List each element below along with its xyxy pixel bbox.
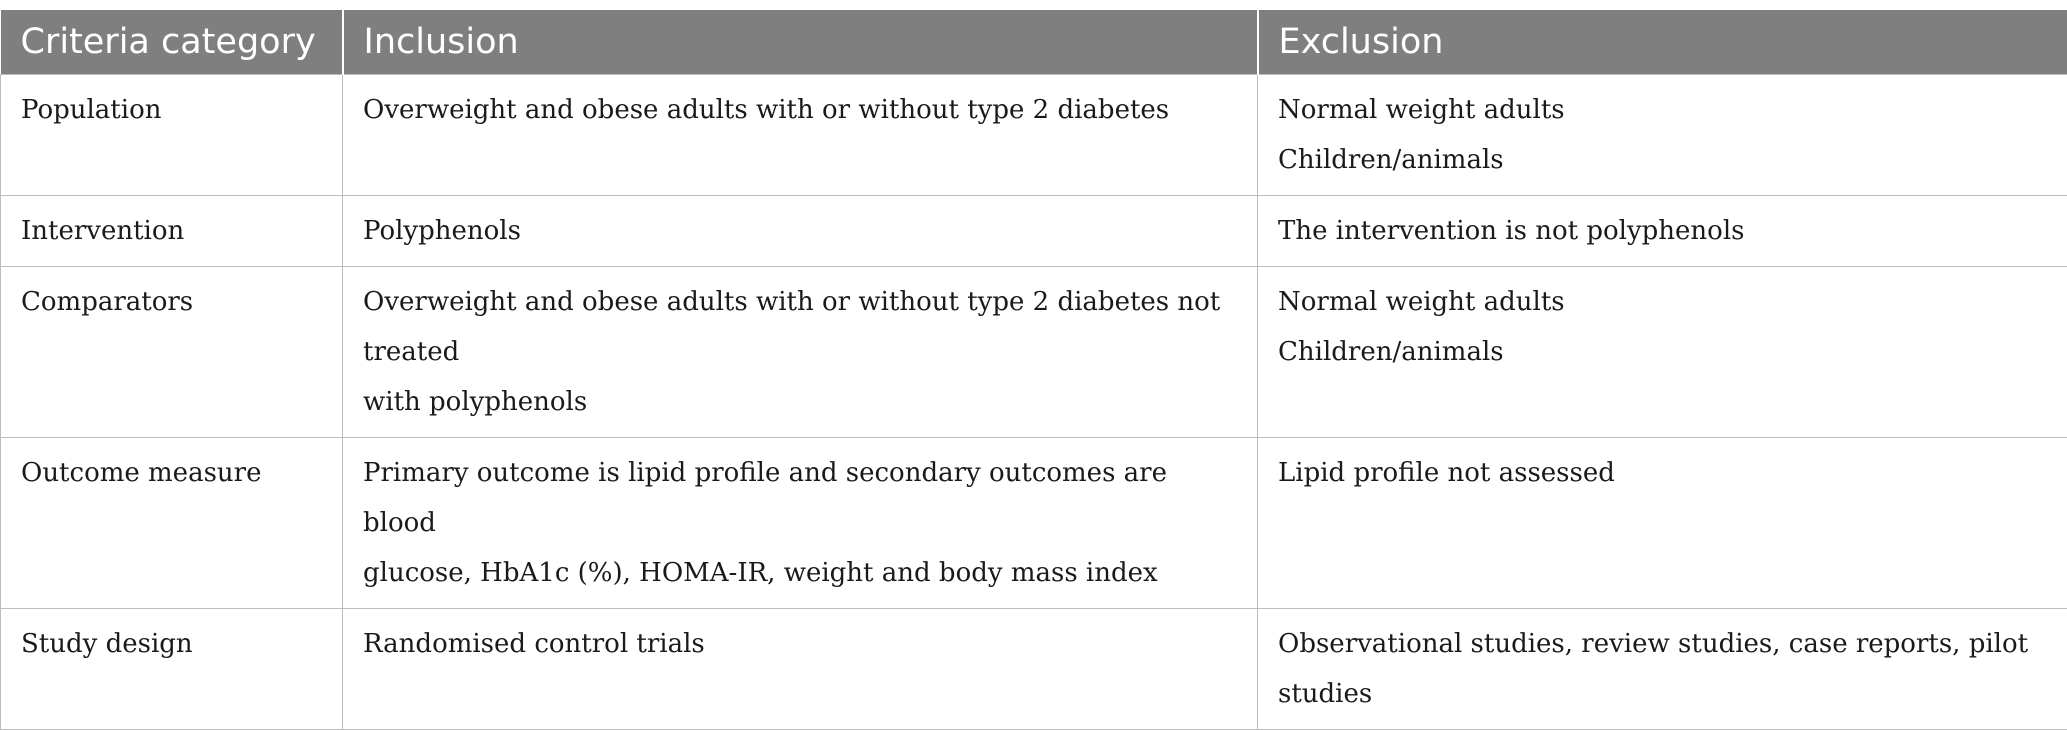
exclusion-text: Children/animals: [1278, 327, 2047, 377]
inclusion-cell: Overweight and obese adults with or with…: [343, 267, 1258, 438]
table-header: Criteria category Inclusion Exclusion: [1, 10, 2067, 75]
criteria-table: Criteria category Inclusion Exclusion Po…: [0, 10, 2067, 730]
category-cell: Study design: [1, 609, 343, 730]
exclusion-cell: The intervention is not polyphenols: [1258, 196, 2067, 267]
inclusion-text: Polyphenols: [363, 206, 1237, 256]
exclusion-text: Observational studies, review studies, c…: [1278, 619, 2047, 719]
category-cell: Outcome measure: [1, 438, 343, 609]
exclusion-cell: Lipid profile not assessed: [1258, 438, 2067, 609]
table-row: Intervention Polyphenols The interventio…: [1, 196, 2067, 267]
inclusion-text: with polyphenols: [363, 377, 1237, 427]
table-row: Comparators Overweight and obese adults …: [1, 267, 2067, 438]
exclusion-text: The intervention is not polyphenols: [1278, 206, 2047, 256]
table-body: Population Overweight and obese adults w…: [1, 75, 2067, 730]
category-cell: Comparators: [1, 267, 343, 438]
table-row: Outcome measure Primary outcome is lipid…: [1, 438, 2067, 609]
inclusion-cell: Randomised control trials: [343, 609, 1258, 730]
inclusion-cell: Primary outcome is lipid profile and sec…: [343, 438, 1258, 609]
exclusion-text: Normal weight adults: [1278, 85, 2047, 135]
exclusion-text: Normal weight adults: [1278, 277, 2047, 327]
header-criteria-category: Criteria category: [1, 10, 343, 75]
table-row: Study design Randomised control trials O…: [1, 609, 2067, 730]
inclusion-text: Primary outcome is lipid profile and sec…: [363, 448, 1237, 548]
inclusion-text: glucose, HbA1c (%), HOMA-IR, weight and …: [363, 548, 1237, 598]
exclusion-cell: Normal weight adults Children/animals: [1258, 75, 2067, 196]
header-row: Criteria category Inclusion Exclusion: [1, 10, 2067, 75]
criteria-table-container: Criteria category Inclusion Exclusion Po…: [0, 10, 2067, 730]
header-exclusion: Exclusion: [1258, 10, 2067, 75]
table-row: Population Overweight and obese adults w…: [1, 75, 2067, 196]
inclusion-text: Overweight and obese adults with or with…: [363, 277, 1237, 377]
inclusion-text: Randomised control trials: [363, 619, 1237, 669]
exclusion-cell: Normal weight adults Children/animals: [1258, 267, 2067, 438]
inclusion-cell: Overweight and obese adults with or with…: [343, 75, 1258, 196]
header-inclusion: Inclusion: [343, 10, 1258, 75]
exclusion-text: Children/animals: [1278, 135, 2047, 185]
exclusion-cell: Observational studies, review studies, c…: [1258, 609, 2067, 730]
category-cell: Intervention: [1, 196, 343, 267]
inclusion-text: Overweight and obese adults with or with…: [363, 85, 1237, 135]
inclusion-cell: Polyphenols: [343, 196, 1258, 267]
category-cell: Population: [1, 75, 343, 196]
exclusion-text: Lipid profile not assessed: [1278, 448, 2047, 498]
